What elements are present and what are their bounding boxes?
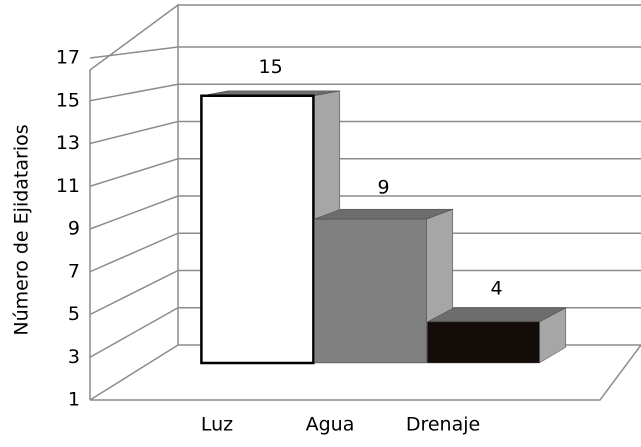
y-tick-label: 13 [56,132,80,154]
grid-line [89,269,641,316]
grid-line [89,158,641,187]
y-tick-label: 7 [68,260,80,282]
value-label: 15 [259,56,283,78]
y-tick-label: 17 [56,47,80,69]
y-tick-label: 1 [68,389,80,411]
x-tick-label: Agua [306,414,355,436]
y-tick-label: 9 [68,218,80,240]
bar [427,321,540,364]
bar [200,94,315,365]
back-wall [89,3,179,400]
grid-line [89,83,641,102]
x-tick-label: Drenaje [406,414,480,436]
y-tick-label: 15 [56,89,80,111]
bar [314,218,427,364]
floor [90,344,641,401]
value-label: 9 [378,177,390,199]
grid-line [89,120,641,145]
value-label: 4 [491,277,503,299]
grid-line [89,46,641,59]
y-axis-label: Número de Ejidatarios [11,124,33,335]
grid-line [89,232,641,273]
y-tick-label: 5 [68,303,80,325]
y-tick-label: 3 [68,346,80,368]
x-tick-label: Luz [201,414,233,436]
y-tick-label: 11 [56,175,80,197]
grid-line [89,195,641,230]
